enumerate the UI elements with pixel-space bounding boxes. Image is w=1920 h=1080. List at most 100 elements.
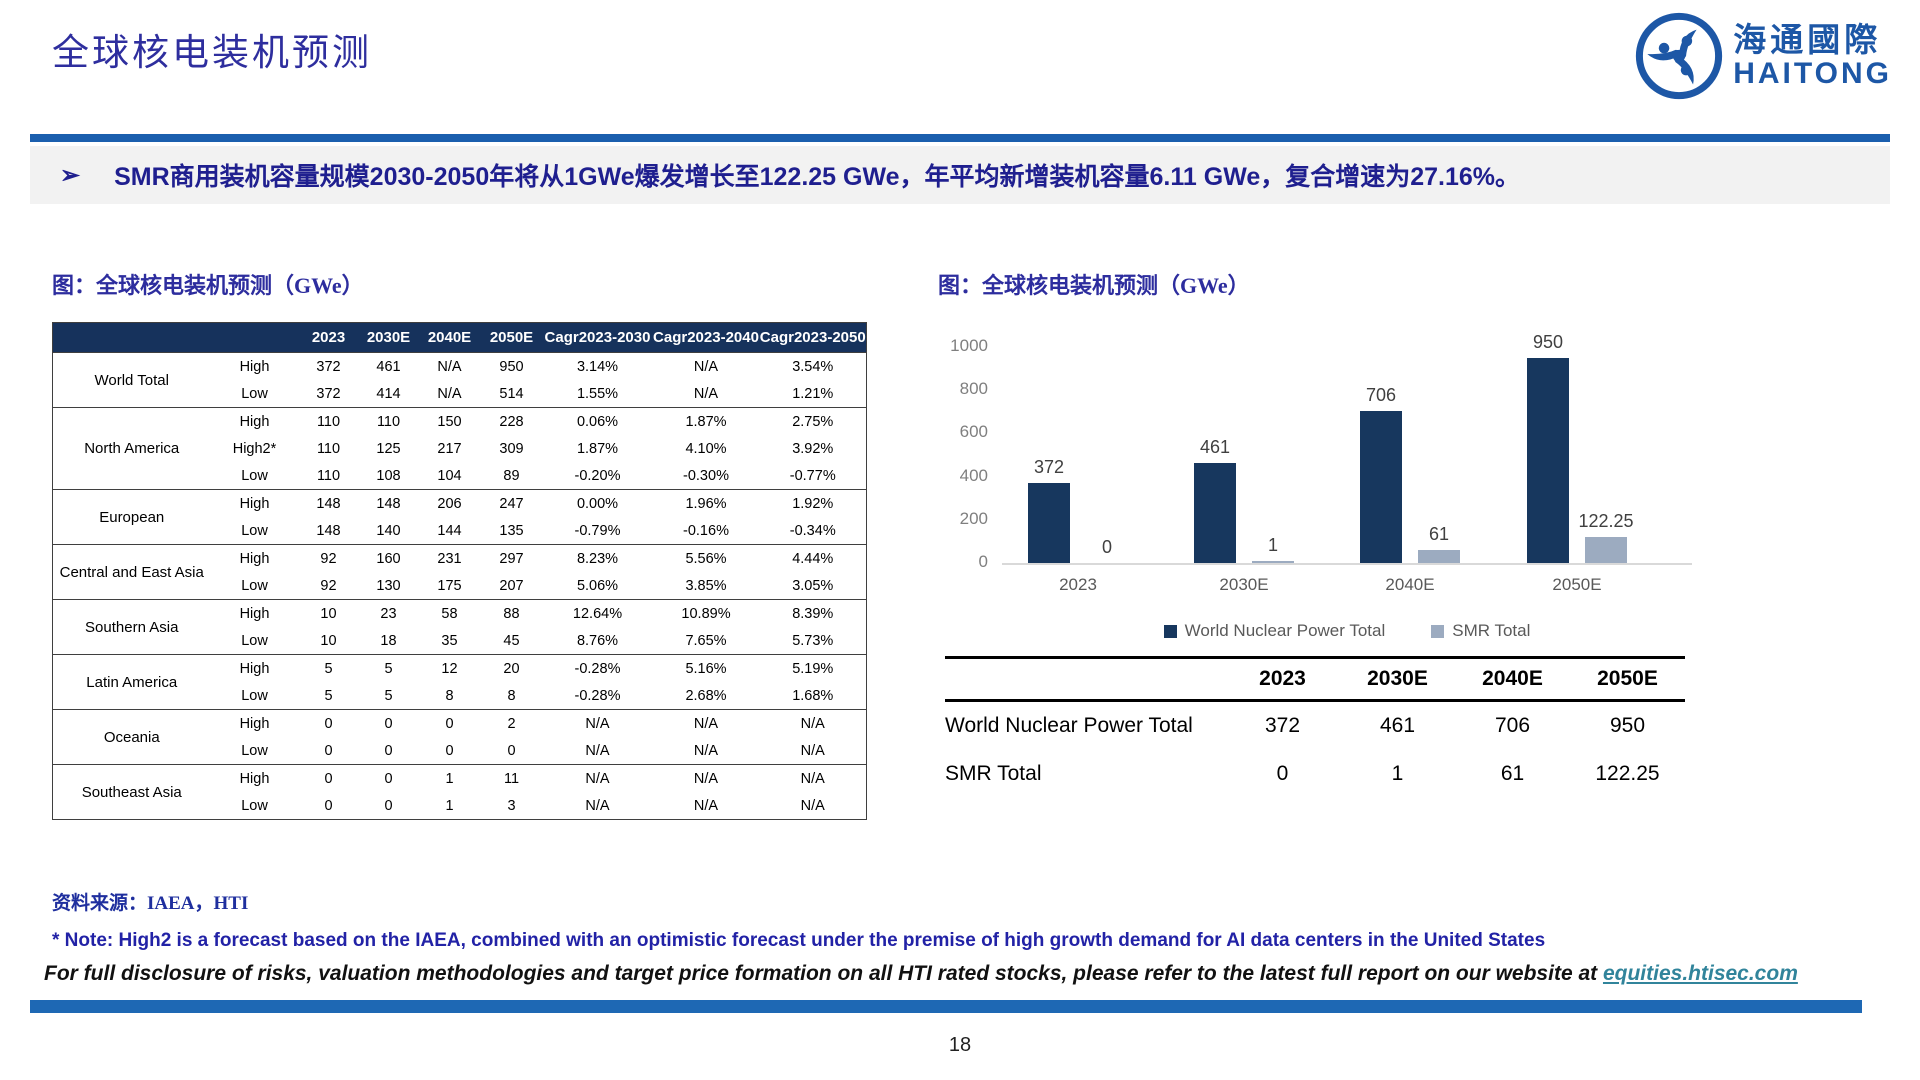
header-divider [30,134,1890,142]
value-cell: 10.89% [652,599,760,627]
forecast-row: High2* 110 125 217 309 1.87% 4.10% 3.92% [53,435,867,462]
value-cell: 950 [480,352,543,380]
world-total-bar [1028,483,1070,563]
value-cell: 0 [445,742,454,759]
summary-column-header [945,658,1225,701]
value-cell: 3.92% [792,440,834,457]
value-cell: 5.56% [652,544,760,572]
value-cell: 1 [418,764,481,792]
value-cell: 8.76% [576,632,619,649]
scenario-label: High [210,544,299,572]
value-cell: 5.19% [759,654,867,682]
world-total-bar [1360,411,1402,563]
value-cell: N/A [759,764,867,792]
value-cell: 20 [480,654,543,682]
value-cell: N/A [542,764,653,792]
legend-swatch-icon [1431,624,1445,638]
bullet-arrow-icon: ➢ [60,161,81,189]
value-cell: -0.77% [789,467,836,484]
bar-value-label: 1 [1267,535,1278,555]
summary-column-header: 2030E [1367,667,1428,690]
bar-value-label: 122.25 [1578,511,1634,531]
forecast-row: Low 110 108 104 89 -0.20% -0.30% -0.77% [53,462,867,490]
value-cell: -0.20% [574,467,621,484]
value-cell: 8 [507,687,516,704]
column-header [210,322,299,353]
value-cell: 8.23% [542,544,653,572]
legend-swatch-icon [1163,624,1177,638]
value-cell: 144 [437,522,462,539]
column-header: 2023 [298,322,359,353]
scenario-label: High [210,654,299,682]
haitong-logo-icon [1636,12,1723,100]
forecast-row: Latin America High 5 5 12 20 -0.28% 5.16% 5.19% [52,654,867,710]
column-header: Cagr2023-2030 [542,322,653,353]
value-cell: 3.54% [759,352,867,380]
forecast-row: Low 372 414 N/A 514 1.55% N/A 1.21% [53,380,867,408]
x-axis-tick: 2050E [1552,575,1602,594]
scenario-label: Low [241,632,268,649]
value-cell: 140 [376,522,401,539]
value-cell: -0.30% [683,467,729,484]
value-cell: 1.55% [576,385,619,402]
forecast-row: World Total High 372 461 N/A 950 3.14% N/A 3.54% [52,352,867,408]
value-cell: -0.34% [789,522,836,539]
forecast-row: European High 148 148 206 247 0.00% 1.96% 1.92% [52,489,867,545]
smr-total-bar [1585,537,1627,563]
value-cell: 135 [499,522,524,539]
value-cell: 372 [298,352,359,380]
chart-caption: 图：全球核电装机预测（GWe） [938,273,1250,298]
scenario-label: High [210,407,299,435]
summary-column-header: 2040E [1482,667,1543,690]
value-cell: 125 [376,440,401,457]
y-axis-tick: 800 [959,379,988,399]
value-cell: 35 [441,632,458,649]
y-axis-tick: 1000 [950,336,988,355]
x-axis-tick: 2040E [1385,575,1435,594]
value-cell: N/A [418,352,481,380]
bar-value-label: 461 [1199,437,1231,457]
forecast-row: Central and East Asia High 92 160 231 297 8.23… [52,544,867,600]
value-cell: N/A [652,709,760,737]
value-cell: N/A [693,385,719,402]
value-cell: 0 [384,797,393,814]
value-cell: 18 [380,632,397,649]
region-label: European [52,489,211,545]
bar-value-label: 61 [1428,524,1450,544]
region-label: World Total [52,352,211,408]
value-cell: N/A [585,742,610,759]
value-cell: 0 [298,709,359,737]
value-cell: 92 [298,544,359,572]
value-cell: N/A [652,764,760,792]
forecast-row: Low 0 0 0 0 N/A N/A N/A [53,737,867,765]
value-cell: 160 [358,544,419,572]
disclosure-text: For full disclosure of risks, valuation … [44,962,1603,985]
value-cell: 5 [358,654,419,682]
scenario-label: Low [241,797,268,814]
value-cell: 0.00% [542,489,653,517]
y-axis-tick: 200 [959,508,988,528]
world-total-bar [1527,358,1569,563]
column-header: 2030E [358,322,419,353]
summary-value-cell: 461 [1379,714,1416,737]
x-axis-tick: 2030E [1219,575,1269,594]
value-cell: 2.75% [759,407,867,435]
region-label: North America [52,407,211,490]
value-cell: 8.39% [759,599,867,627]
value-cell: 5 [384,687,393,704]
disclosure-link[interactable]: equities.htisec.com [1602,962,1798,985]
page-title: 全球核电装机预测 [52,33,372,74]
chart-x-axis-line [1002,563,1692,565]
summary-table-header-row: 2023 2030E 2040E 2050E [945,657,1685,701]
logo-text: 海通國際 HAITONG [1733,22,1892,89]
value-cell: 4.44% [759,544,867,572]
bar-chart: 0 200 400 600 800 1000 2023 372 0 2030E 461 1 2040E 7… [940,332,1710,665]
scenario-label: Low [241,577,268,594]
legend-label: World Nuclear Power Total [1184,621,1386,640]
bar-value-label: 706 [1365,385,1397,405]
value-cell: 5.06% [576,577,619,594]
y-axis-tick: 0 [978,552,988,571]
value-cell: 297 [480,544,543,572]
region-label: Southern Asia [52,599,211,655]
